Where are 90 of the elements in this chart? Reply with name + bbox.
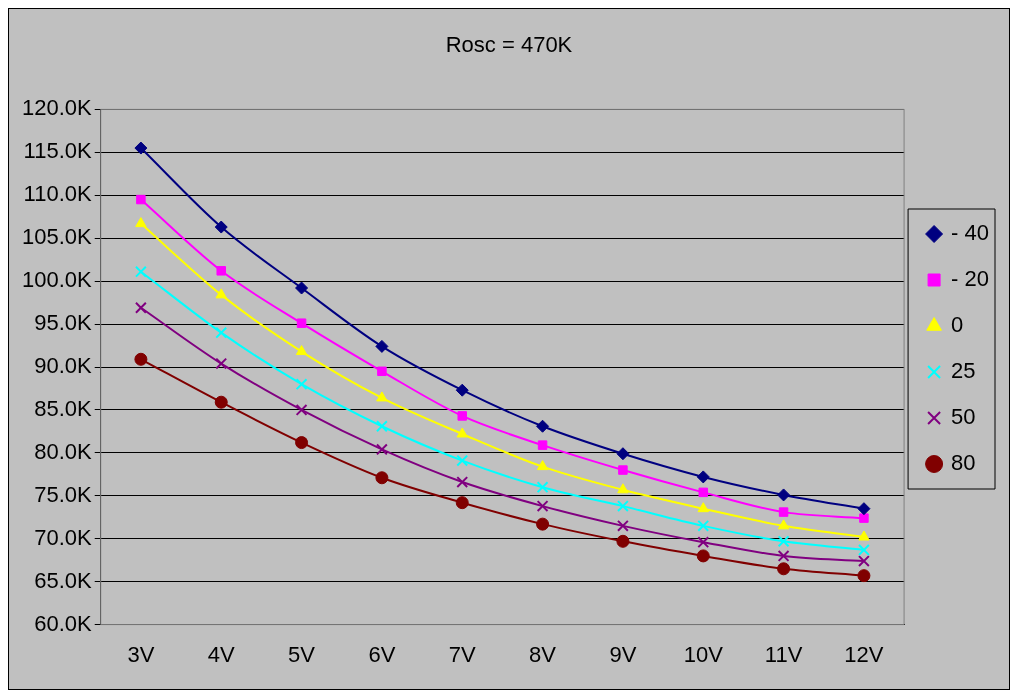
- point: [857, 502, 871, 516]
- x-tick-label: 7V: [448, 641, 477, 667]
- point: [857, 569, 871, 583]
- point: [537, 440, 548, 450]
- point: [536, 419, 550, 433]
- point: [375, 443, 388, 456]
- point: [295, 378, 308, 391]
- y-tick-label: 70.0K: [34, 524, 93, 550]
- point: [616, 500, 629, 513]
- point: [696, 549, 710, 563]
- x-tick-label: 11V: [764, 641, 803, 667]
- x-tick-label: 6V: [368, 641, 396, 667]
- point: [616, 447, 630, 461]
- y-tick-label: 100.0K: [21, 267, 93, 293]
- point: [778, 507, 789, 517]
- legend-label: - 20: [951, 266, 990, 292]
- point: [536, 460, 549, 471]
- point: [456, 454, 469, 467]
- point: [536, 481, 549, 494]
- point: [456, 476, 469, 489]
- y-tick-label: 85.0K: [34, 396, 93, 421]
- point: [215, 357, 228, 370]
- y-tick-label: 90.0K: [34, 353, 93, 379]
- point: [295, 281, 309, 295]
- point: [859, 513, 869, 523]
- y-tick-label: 65.0K: [34, 567, 93, 593]
- point: [616, 519, 629, 532]
- point: [216, 266, 226, 276]
- point: [134, 141, 148, 155]
- point: [375, 339, 389, 353]
- y-tick-label: 95.0K: [34, 310, 93, 336]
- point: [295, 436, 309, 450]
- point: [296, 318, 307, 328]
- x-tick-label: 4V: [207, 641, 236, 667]
- y-tick-label: 75.0K: [34, 481, 93, 507]
- point: [295, 345, 308, 356]
- point: [857, 555, 870, 568]
- legend-label: 0: [951, 312, 964, 338]
- x-tick-label: 8V: [529, 641, 557, 667]
- x-tick-label: 12V: [844, 641, 884, 667]
- legend-label: - 40: [951, 220, 990, 246]
- x-tick-label: 9V: [609, 641, 637, 667]
- point: [697, 502, 709, 513]
- point: [618, 465, 628, 475]
- point: [214, 395, 228, 409]
- point: [777, 549, 790, 562]
- legend-label: 50: [951, 404, 976, 430]
- point: [134, 352, 148, 366]
- x-tick-label: 5V: [288, 641, 316, 667]
- y-tick-label: 115.0K: [23, 138, 93, 164]
- y-tick-label: 105.0K: [21, 224, 93, 250]
- point: [697, 536, 710, 549]
- point: [536, 500, 549, 513]
- point: [376, 391, 388, 402]
- point: [455, 496, 469, 510]
- point: [697, 519, 710, 532]
- point: [215, 288, 227, 299]
- point: [295, 403, 308, 416]
- x-tick-label: 10V: [683, 641, 724, 667]
- point: [135, 217, 147, 228]
- legend-label: 25: [951, 358, 976, 384]
- point: [455, 383, 469, 397]
- point: [377, 366, 387, 377]
- point: [616, 534, 630, 548]
- y-tick-label: 60.0K: [34, 610, 93, 636]
- point: [536, 517, 550, 531]
- point: [857, 543, 870, 556]
- point: [134, 265, 147, 278]
- point: [214, 220, 228, 234]
- point: [777, 562, 791, 576]
- point: [375, 471, 389, 485]
- point: [777, 519, 790, 530]
- point: [858, 530, 870, 541]
- point: [456, 427, 468, 438]
- point: [215, 326, 228, 339]
- point: [375, 420, 388, 433]
- chart-title: Rosc = 470K: [445, 32, 573, 58]
- legend-label: 80: [951, 450, 976, 476]
- point: [617, 483, 629, 494]
- y-tick-label: 80.0K: [34, 438, 93, 464]
- point: [457, 411, 467, 421]
- point: [777, 488, 791, 502]
- y-tick-label: 110.0K: [23, 181, 93, 207]
- point: [698, 487, 708, 498]
- point: [136, 194, 146, 205]
- point: [696, 470, 710, 484]
- point: [777, 535, 790, 548]
- x-tick-label: 3V: [127, 641, 155, 667]
- point: [134, 301, 147, 314]
- y-tick-label: 120.0K: [21, 95, 93, 121]
